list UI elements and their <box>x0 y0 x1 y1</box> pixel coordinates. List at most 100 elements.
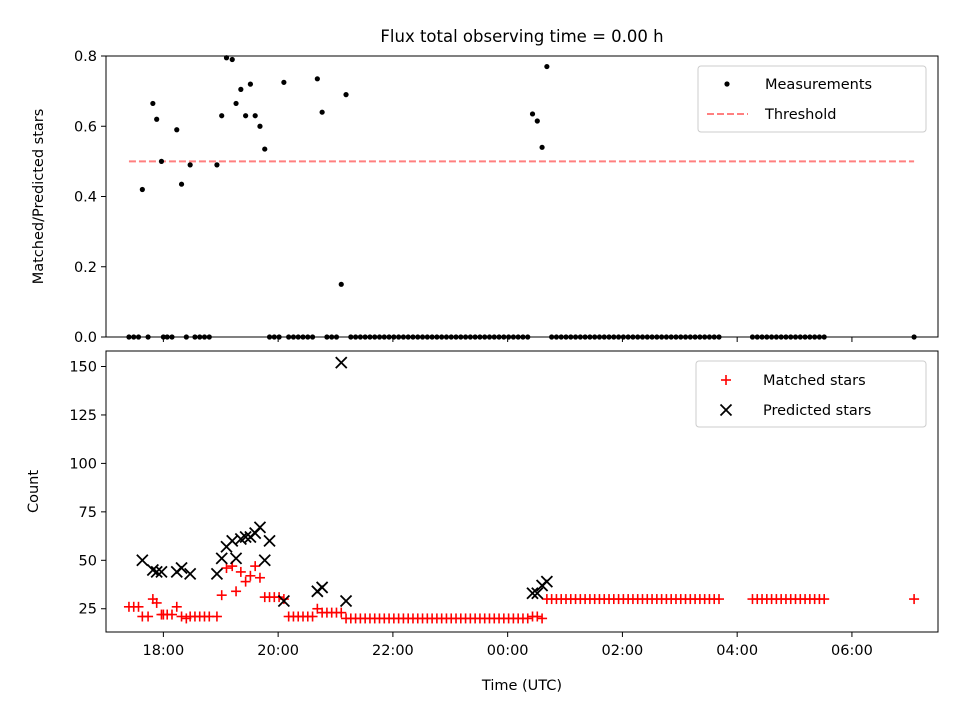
cross-b <box>540 575 554 588</box>
measurement-point <box>233 100 239 107</box>
y-tick-label: 0.4 <box>74 190 97 206</box>
predicted-star-point <box>540 575 554 588</box>
cross-b <box>210 567 224 580</box>
matched-star-point <box>133 601 144 612</box>
predicted-star-point <box>339 594 353 608</box>
bottom-axes-frame <box>105 350 939 633</box>
matched-star-point <box>278 594 289 605</box>
measurement-point <box>243 113 249 119</box>
cross-b <box>155 565 168 579</box>
matched-star-point <box>254 572 265 583</box>
matched-star-point <box>211 611 222 622</box>
y-tick-label: 100 <box>69 456 97 472</box>
measurement-point <box>539 144 545 150</box>
matched-star-point <box>143 611 154 622</box>
bottom-x-ticks: 18:00 20:00 22:00 00:00 02:00 04:00 06:00 <box>142 632 873 659</box>
matched-star-point <box>537 613 548 624</box>
x-tick-label: 04:00 <box>716 643 758 659</box>
predicted-star-point <box>253 521 267 534</box>
predicted-star-point <box>239 530 252 544</box>
matched-star-point <box>250 561 261 572</box>
y-tick-label: 25 <box>79 602 97 618</box>
legend-label-threshold: Threshold <box>764 107 836 123</box>
matched-star-point <box>909 594 920 605</box>
cross-b <box>175 561 188 575</box>
predicted-star-point <box>155 565 168 579</box>
measurement-point <box>238 86 244 92</box>
y-tick-label: 75 <box>79 505 97 521</box>
measurement-point <box>214 162 220 168</box>
measurement-point <box>262 146 268 152</box>
y-tick-label: 0.6 <box>74 119 97 135</box>
predicted-star-point <box>150 565 163 579</box>
measurement-point <box>187 162 193 168</box>
predicted-star-point <box>263 534 276 548</box>
matched-star-point <box>336 607 347 618</box>
x-tick-label: 06:00 <box>831 643 873 659</box>
cross-b <box>339 594 353 608</box>
cross-b <box>229 552 243 565</box>
cross-b <box>239 530 252 544</box>
cross-b <box>215 552 228 565</box>
measurement-point <box>281 79 287 85</box>
predicted-star-point <box>335 356 348 369</box>
top-legend: Measurements Threshold <box>697 65 927 133</box>
y-tick-label: 0.2 <box>74 260 97 276</box>
measurement-point <box>139 186 145 193</box>
x-tick-label: 02:00 <box>602 643 644 659</box>
legend-marker-measurements <box>724 81 730 87</box>
measurement-point <box>338 281 344 287</box>
bottom-y-ticks: 25 50 75 100 125 150 <box>69 360 106 618</box>
matched-star-point <box>221 563 232 574</box>
cross-b <box>253 521 267 534</box>
measurement-point <box>158 158 165 164</box>
predicted-star-point <box>136 554 149 567</box>
x-tick-label: 00:00 <box>487 643 529 659</box>
matched-star-point <box>176 611 187 622</box>
predicted-star-point <box>210 567 224 580</box>
measurement-point <box>178 181 185 187</box>
measurement-point <box>154 116 160 122</box>
measurement-point <box>150 100 156 107</box>
measurement-point <box>219 113 225 119</box>
legend-box <box>695 360 927 428</box>
top-y-ticks: 0.0 0.2 0.4 0.6 0.8 <box>74 49 106 346</box>
chart-title: Flux total observing time = 0.00 h <box>380 27 663 46</box>
cross-b <box>526 587 539 600</box>
measurement-point <box>534 118 540 124</box>
measurement-point <box>314 76 320 82</box>
top-x-ticks <box>162 337 853 342</box>
predicted-star-point <box>277 594 291 608</box>
matched-star-point <box>245 570 256 581</box>
predicted-star-point <box>175 561 188 575</box>
cross-b <box>719 403 733 417</box>
predicted-star-point <box>184 567 197 580</box>
measurement-point <box>229 56 235 63</box>
legend-box <box>697 65 927 133</box>
matched-star-point <box>231 586 242 597</box>
legend-label-matched: Matched stars <box>763 373 866 389</box>
predicted-star-point <box>215 552 228 565</box>
measurement-point <box>343 92 349 98</box>
bottom-y-axis-label: Count <box>26 470 42 513</box>
matched-star-point <box>819 594 830 605</box>
matched-star-point <box>151 597 162 608</box>
cross-b <box>136 554 149 567</box>
legend-marker-matched <box>721 375 731 385</box>
cross-b <box>150 565 163 579</box>
y-tick-label: 150 <box>69 360 97 376</box>
top-panel: 0.00.20.40.60.8 Matched/Predicted stars … <box>31 49 939 346</box>
measurement-point <box>252 113 258 119</box>
cross-b <box>263 534 276 548</box>
measurement-point <box>529 111 536 117</box>
legend-label-measurements: Measurements <box>765 77 872 93</box>
cross-b <box>315 581 329 594</box>
legend-marker-predicted <box>719 403 733 417</box>
cross-b <box>531 587 544 600</box>
matched-star-point <box>522 613 533 624</box>
predicted-star-point <box>229 552 243 565</box>
predicted-star-point <box>258 554 271 567</box>
predicted-star-point <box>526 587 539 600</box>
matched-star-point <box>307 611 318 622</box>
